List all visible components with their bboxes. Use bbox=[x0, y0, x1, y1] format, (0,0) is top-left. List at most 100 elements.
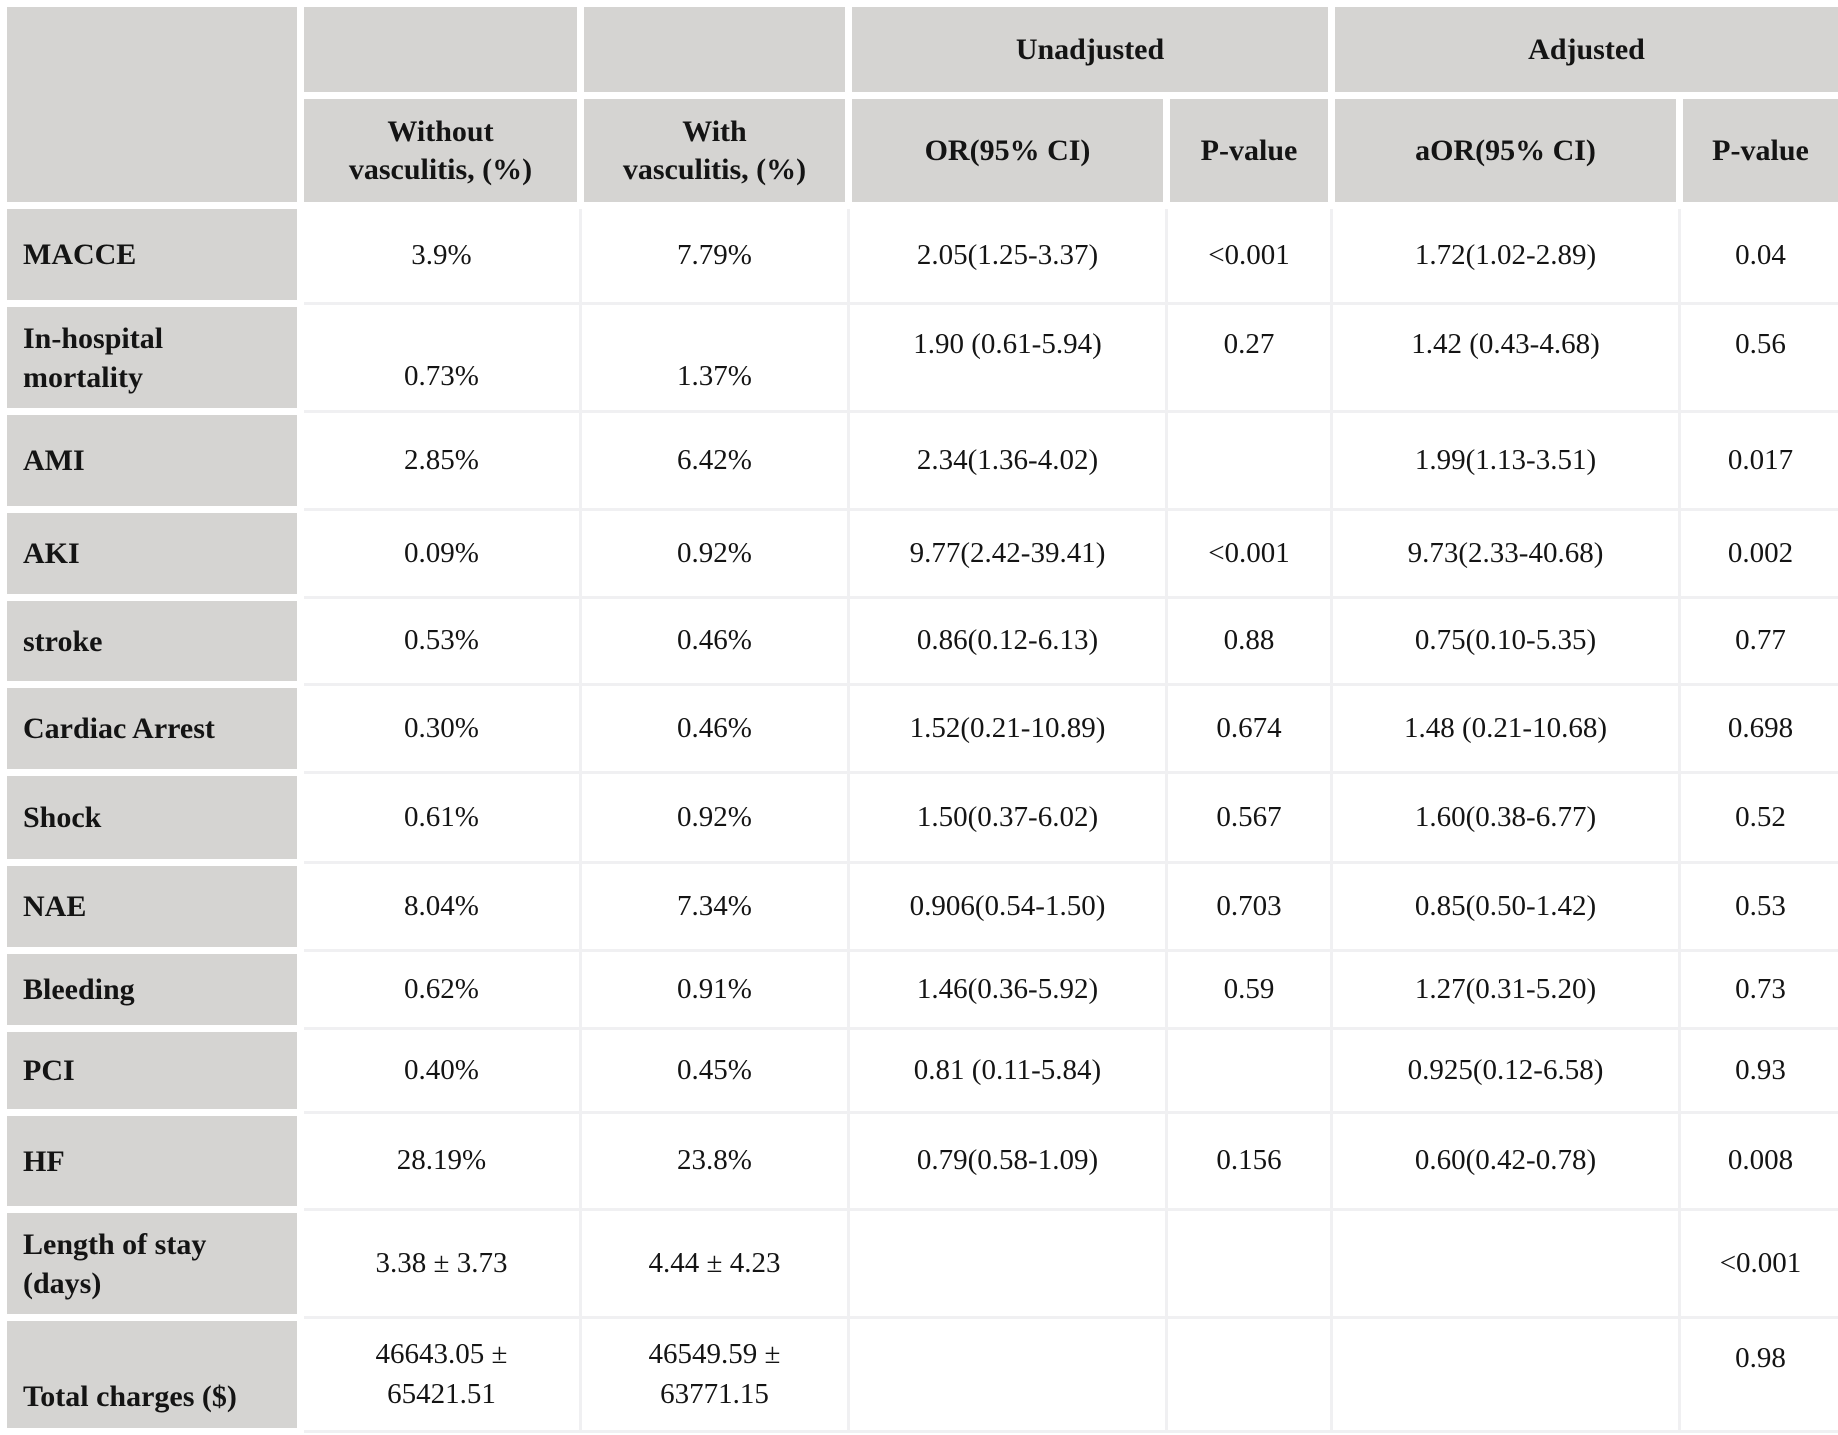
cell-value: 2.85% bbox=[301, 412, 581, 510]
row-label: Shock bbox=[4, 773, 301, 863]
group-header-unadjusted: Unadjusted bbox=[849, 4, 1332, 96]
cell-value: 2.34(1.36-4.02) bbox=[849, 412, 1167, 510]
cell-value: 0.156 bbox=[1167, 1113, 1332, 1210]
spacer-cell-with bbox=[581, 4, 849, 96]
cell-value: 0.73% bbox=[301, 304, 581, 412]
cell-value: <0.001 bbox=[1167, 510, 1332, 598]
cell-value: 0.002 bbox=[1680, 510, 1838, 598]
cell-value: 1.99(1.13-3.51) bbox=[1332, 412, 1680, 510]
cell-value: 0.703 bbox=[1167, 863, 1332, 951]
cell-value: 1.37% bbox=[581, 304, 849, 412]
cell-value: 0.91% bbox=[581, 951, 849, 1029]
cell-value bbox=[1167, 1029, 1332, 1113]
cell-value: 1.90 (0.61-5.94) bbox=[849, 304, 1167, 412]
cell-value: 0.017 bbox=[1680, 412, 1838, 510]
col-header-or-ci: OR(95% CI) bbox=[849, 96, 1167, 206]
row-label: Bleeding bbox=[4, 951, 301, 1029]
cell-value: 0.62% bbox=[301, 951, 581, 1029]
cell-value: 0.30% bbox=[301, 685, 581, 773]
cell-value: 0.92% bbox=[581, 510, 849, 598]
cell-value: 1.42 (0.43-4.68) bbox=[1332, 304, 1680, 412]
cell-value: 0.27 bbox=[1167, 304, 1332, 412]
cell-value: 9.77(2.42-39.41) bbox=[849, 510, 1167, 598]
cell-value: 0.45% bbox=[581, 1029, 849, 1113]
group-header-adjusted: Adjusted bbox=[1332, 4, 1838, 96]
cell-value: 3.9% bbox=[301, 206, 581, 304]
cell-value: 0.85(0.50-1.42) bbox=[1332, 863, 1680, 951]
cell-value: 0.92% bbox=[581, 773, 849, 863]
cell-value: 3.38 ± 3.73 bbox=[301, 1210, 581, 1318]
cell-value: 2.05(1.25-3.37) bbox=[849, 206, 1167, 304]
row-label: AMI bbox=[4, 412, 301, 510]
cell-value: 0.73 bbox=[1680, 951, 1838, 1029]
cell-value: 46549.59 ± 63771.15 bbox=[581, 1318, 849, 1432]
cell-value: 4.44 ± 4.23 bbox=[581, 1210, 849, 1318]
row-label: PCI bbox=[4, 1029, 301, 1113]
cell-value: 0.906(0.54-1.50) bbox=[849, 863, 1167, 951]
cell-value bbox=[849, 1318, 1167, 1432]
row-label: Cardiac Arrest bbox=[4, 685, 301, 773]
col-header-with-vasculitis: With vasculitis, (%) bbox=[581, 96, 849, 206]
cell-value: 0.56 bbox=[1680, 304, 1838, 412]
cell-value: 0.79(0.58-1.09) bbox=[849, 1113, 1167, 1210]
cell-value: 1.50(0.37-6.02) bbox=[849, 773, 1167, 863]
cell-value: 0.93 bbox=[1680, 1029, 1838, 1113]
cell-value: 28.19% bbox=[301, 1113, 581, 1210]
row-label: In-hospital mortality bbox=[4, 304, 301, 412]
cell-value: 0.75(0.10-5.35) bbox=[1332, 598, 1680, 685]
cell-value: 0.53% bbox=[301, 598, 581, 685]
spacer-cell-without bbox=[301, 4, 581, 96]
cell-value: 0.59 bbox=[1167, 951, 1332, 1029]
cell-value bbox=[849, 1210, 1167, 1318]
cell-value: 7.34% bbox=[581, 863, 849, 951]
cell-value: 0.60(0.42-0.78) bbox=[1332, 1113, 1680, 1210]
cell-value: 0.77 bbox=[1680, 598, 1838, 685]
row-label: AKI bbox=[4, 510, 301, 598]
cell-value: 0.53 bbox=[1680, 863, 1838, 951]
cell-value: 0.567 bbox=[1167, 773, 1332, 863]
col-header-without-vasculitis: Without vasculitis, (%) bbox=[301, 96, 581, 206]
cell-value: 9.73(2.33-40.68) bbox=[1332, 510, 1680, 598]
cell-value: 0.698 bbox=[1680, 685, 1838, 773]
cell-value: <0.001 bbox=[1680, 1210, 1838, 1318]
cell-value bbox=[1167, 1210, 1332, 1318]
row-label: NAE bbox=[4, 863, 301, 951]
cell-value: 1.52(0.21-10.89) bbox=[849, 685, 1167, 773]
cell-value: 0.81 (0.11-5.84) bbox=[849, 1029, 1167, 1113]
cell-value: 0.40% bbox=[301, 1029, 581, 1113]
cell-value: 0.52 bbox=[1680, 773, 1838, 863]
cell-value: 6.42% bbox=[581, 412, 849, 510]
cell-value: 1.72(1.02-2.89) bbox=[1332, 206, 1680, 304]
cell-value: 0.008 bbox=[1680, 1113, 1838, 1210]
cell-value: 0.61% bbox=[301, 773, 581, 863]
cell-value: 0.98 bbox=[1680, 1318, 1838, 1432]
cell-value: 1.46(0.36-5.92) bbox=[849, 951, 1167, 1029]
cell-value: 0.86(0.12-6.13) bbox=[849, 598, 1167, 685]
row-label: stroke bbox=[4, 598, 301, 685]
cell-value: 0.46% bbox=[581, 598, 849, 685]
cell-value: 1.27(0.31-5.20) bbox=[1332, 951, 1680, 1029]
col-header-p-value-unadjusted: P-value bbox=[1167, 96, 1332, 206]
cell-value: 23.8% bbox=[581, 1113, 849, 1210]
cell-value: 8.04% bbox=[301, 863, 581, 951]
col-header-aor-ci: aOR(95% CI) bbox=[1332, 96, 1680, 206]
cell-value: 1.48 (0.21-10.68) bbox=[1332, 685, 1680, 773]
cell-value bbox=[1167, 412, 1332, 510]
row-label: Total charges ($) bbox=[4, 1318, 301, 1432]
col-header-p-value-adjusted: P-value bbox=[1680, 96, 1838, 206]
cell-value: 1.60(0.38-6.77) bbox=[1332, 773, 1680, 863]
